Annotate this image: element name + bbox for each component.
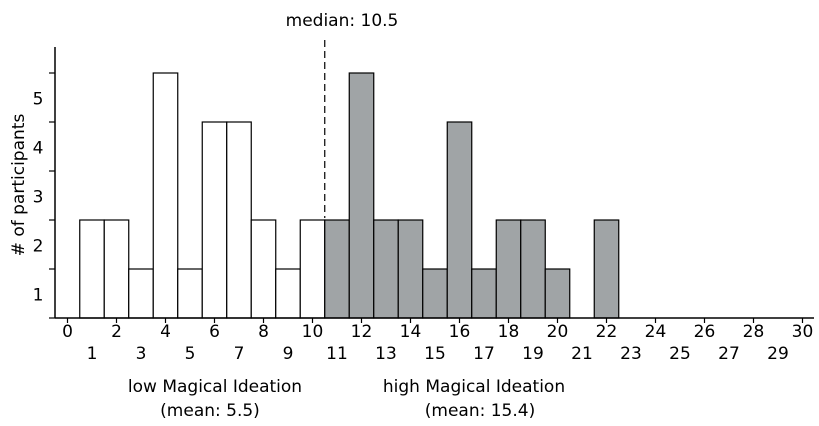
x-tick-label: 4	[160, 322, 171, 342]
bar-12	[348, 72, 375, 319]
x-tick-label: 9	[283, 344, 294, 364]
x-tick-label: 13	[375, 344, 397, 364]
high-group-mean: (mean: 15.4)	[425, 401, 535, 421]
bar-2	[103, 219, 130, 319]
bar-20	[544, 268, 571, 319]
bar-13	[373, 219, 399, 319]
bar-22	[593, 219, 620, 319]
low-group-mean: (mean: 5.5)	[160, 401, 260, 421]
x-tick-label: 17	[473, 344, 495, 364]
bars-layer	[79, 72, 620, 319]
y-tick-label: 2	[33, 237, 44, 257]
x-tick-label: 25	[669, 344, 691, 364]
y-tick-label: 1	[33, 286, 44, 306]
y-tick-label: 4	[33, 139, 44, 159]
x-tick-label: 3	[136, 344, 147, 364]
x-tick-label: 14	[400, 322, 422, 342]
bar-9	[275, 268, 301, 319]
x-tick-label: 10	[302, 322, 324, 342]
x-tick-label: 23	[620, 344, 642, 364]
x-tick-label: 26	[694, 322, 716, 342]
bar-4	[152, 72, 179, 319]
bar-7	[226, 121, 252, 319]
x-tick-label: 12	[351, 322, 373, 342]
x-tick-label: 11	[326, 344, 348, 364]
bar-10	[299, 219, 326, 319]
bar-6	[201, 121, 228, 319]
bar-16	[446, 121, 473, 319]
bar-19	[520, 219, 546, 319]
x-tick-label: 21	[571, 344, 593, 364]
x-ticks: 0 2 4 6 8 10 12 14 16 18 20 22 24 26 28 301 3 5 7 9 11 13 15 17…	[62, 318, 813, 364]
x-tick-label: 22	[596, 322, 618, 342]
bar-11	[324, 219, 350, 319]
bar-1	[79, 219, 105, 319]
x-tick-label: 27	[718, 344, 740, 364]
x-tick-label: 0	[62, 322, 73, 342]
bar-18	[495, 219, 522, 319]
x-tick-label: 28	[743, 322, 765, 342]
x-tick-label: 1	[87, 344, 98, 364]
bar-3	[128, 268, 154, 319]
x-tick-label: 7	[234, 344, 245, 364]
median-label: median: 10.5	[286, 11, 399, 31]
x-tick-label: 8	[258, 322, 269, 342]
x-tick-label: 29	[767, 344, 789, 364]
x-tick-label: 2	[111, 322, 122, 342]
y-ticks: 1 2 3 4 5	[33, 72, 55, 319]
bar-14	[397, 219, 424, 319]
x-tick-label: 15	[424, 344, 446, 364]
x-tick-label: 5	[185, 344, 196, 364]
low-group-label: low Magical Ideation	[128, 377, 302, 397]
x-tick-label: 19	[522, 344, 544, 364]
x-tick-label: 20	[547, 322, 569, 342]
bar-8	[250, 219, 277, 319]
x-tick-label: 24	[645, 322, 667, 342]
y-axis-label: # of participants	[9, 114, 29, 257]
x-tick-label: 6	[209, 322, 220, 342]
x-tick-label: 18	[498, 322, 520, 342]
y-tick-label: 5	[33, 90, 44, 110]
high-group-label: high Magical Ideation	[383, 377, 565, 397]
y-tick-label: 3	[33, 188, 44, 208]
x-tick-label: 30	[792, 322, 814, 342]
x-tick-label: 16	[449, 322, 471, 342]
bar-15	[422, 268, 448, 319]
bar-5	[177, 268, 203, 319]
bar-17	[471, 268, 497, 319]
